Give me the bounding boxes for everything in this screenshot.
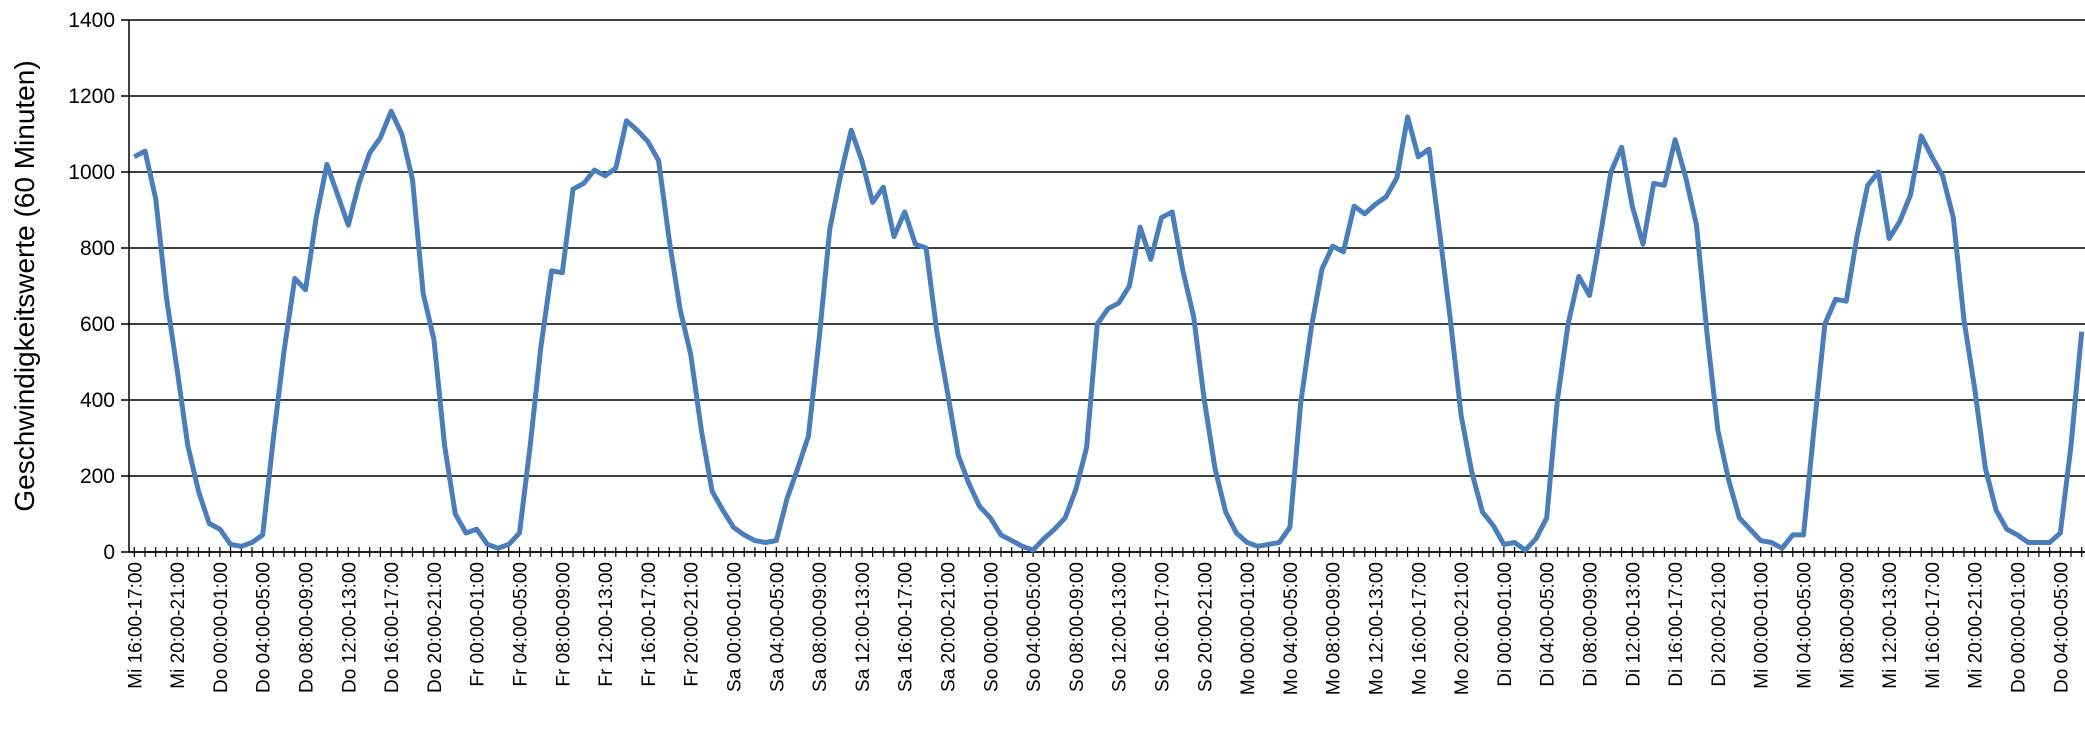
x-tick-label: Mi 16:00-17:00 <box>1923 562 1944 689</box>
x-tick-label: Sa 08:00-09:00 <box>810 562 831 692</box>
x-tick-label: Fr 16:00-17:00 <box>639 562 660 687</box>
x-tick-label: Fr 12:00-13:00 <box>596 562 617 687</box>
x-tick-label: So 16:00-17:00 <box>1153 562 1174 692</box>
x-tick-label: Mo 00:00-01:00 <box>1238 562 1259 695</box>
x-tick-label: Mi 04:00-05:00 <box>1795 562 1816 689</box>
x-tick-label: Mi 20:00-21:00 <box>168 562 189 689</box>
y-tick-label: 1400 <box>68 9 115 32</box>
x-tick-label: Do 00:00-01:00 <box>211 562 232 693</box>
x-tick-label: Do 00:00-01:00 <box>2009 562 2030 693</box>
x-tick-label: Fr 00:00-01:00 <box>468 562 489 687</box>
x-tick-label: Mi 08:00-09:00 <box>1837 562 1858 689</box>
data-line <box>133 108 2085 553</box>
y-tick-label: 800 <box>80 237 115 260</box>
x-tick-label: Di 08:00-09:00 <box>1581 562 1602 687</box>
x-tick-label: Di 20:00-21:00 <box>1709 562 1730 687</box>
x-tick-label: Mo 20:00-21:00 <box>1452 562 1473 695</box>
x-tick-label: Do 08:00-09:00 <box>297 562 318 693</box>
x-tick-label: So 12:00-13:00 <box>1110 562 1131 692</box>
x-tick-label: Do 20:00-21:00 <box>425 562 446 693</box>
x-tick-label: Di 04:00-05:00 <box>1538 562 1559 687</box>
x-tick-label: Sa 04:00-05:00 <box>767 562 788 692</box>
y-tick-label: 0 <box>103 541 115 564</box>
x-tick-label: Sa 12:00-13:00 <box>853 562 874 692</box>
x-tick-label: Mi 00:00-01:00 <box>1752 562 1773 689</box>
y-tick-label: 400 <box>80 389 115 412</box>
x-tick-label: Mi 16:00-17:00 <box>125 562 146 689</box>
x-tick-label: So 00:00-01:00 <box>981 562 1002 692</box>
x-tick-label: Sa 16:00-17:00 <box>896 562 917 692</box>
x-tick-label: Di 12:00-13:00 <box>1623 562 1644 687</box>
x-tick-label: Di 16:00-17:00 <box>1666 562 1687 687</box>
x-tick-label: Sa 20:00-21:00 <box>939 562 960 692</box>
x-tick-label: Mo 16:00-17:00 <box>1409 562 1430 695</box>
x-tick-label: Fr 20:00-21:00 <box>682 562 703 687</box>
x-tick-label: Mo 04:00-05:00 <box>1281 562 1302 695</box>
x-tick-label: Fr 08:00-09:00 <box>553 562 574 687</box>
x-tick-label: So 04:00-05:00 <box>1024 562 1045 692</box>
x-tick-label: Mi 20:00-21:00 <box>1966 562 1987 689</box>
x-tick-label: Do 12:00-13:00 <box>339 562 360 693</box>
x-tick-label: Do 04:00-05:00 <box>254 562 275 693</box>
x-tick-label: So 20:00-21:00 <box>1195 562 1216 692</box>
y-tick-label: 1200 <box>68 85 115 108</box>
x-tick-label: Mo 08:00-09:00 <box>1324 562 1345 695</box>
y-axis-title: Geschwindigkeitswerte (60 Minuten) <box>9 60 40 511</box>
x-tick-label: Mo 12:00-13:00 <box>1367 562 1388 695</box>
x-tick-label: Sa 00:00-01:00 <box>725 562 746 692</box>
x-tick-label: Mi 12:00-13:00 <box>1880 562 1901 689</box>
y-tick-label: 600 <box>80 313 115 336</box>
x-tick-label: So 08:00-09:00 <box>1067 562 1088 692</box>
x-tick-label: Do 16:00-17:00 <box>382 562 403 693</box>
x-tick-label: Do 04:00-05:00 <box>2051 562 2072 693</box>
x-tick-label: Fr 04:00-05:00 <box>511 562 532 687</box>
y-tick-label: 1000 <box>68 161 115 184</box>
x-tick-label: Di 00:00-01:00 <box>1495 562 1516 687</box>
y-tick-label: 200 <box>80 465 115 488</box>
